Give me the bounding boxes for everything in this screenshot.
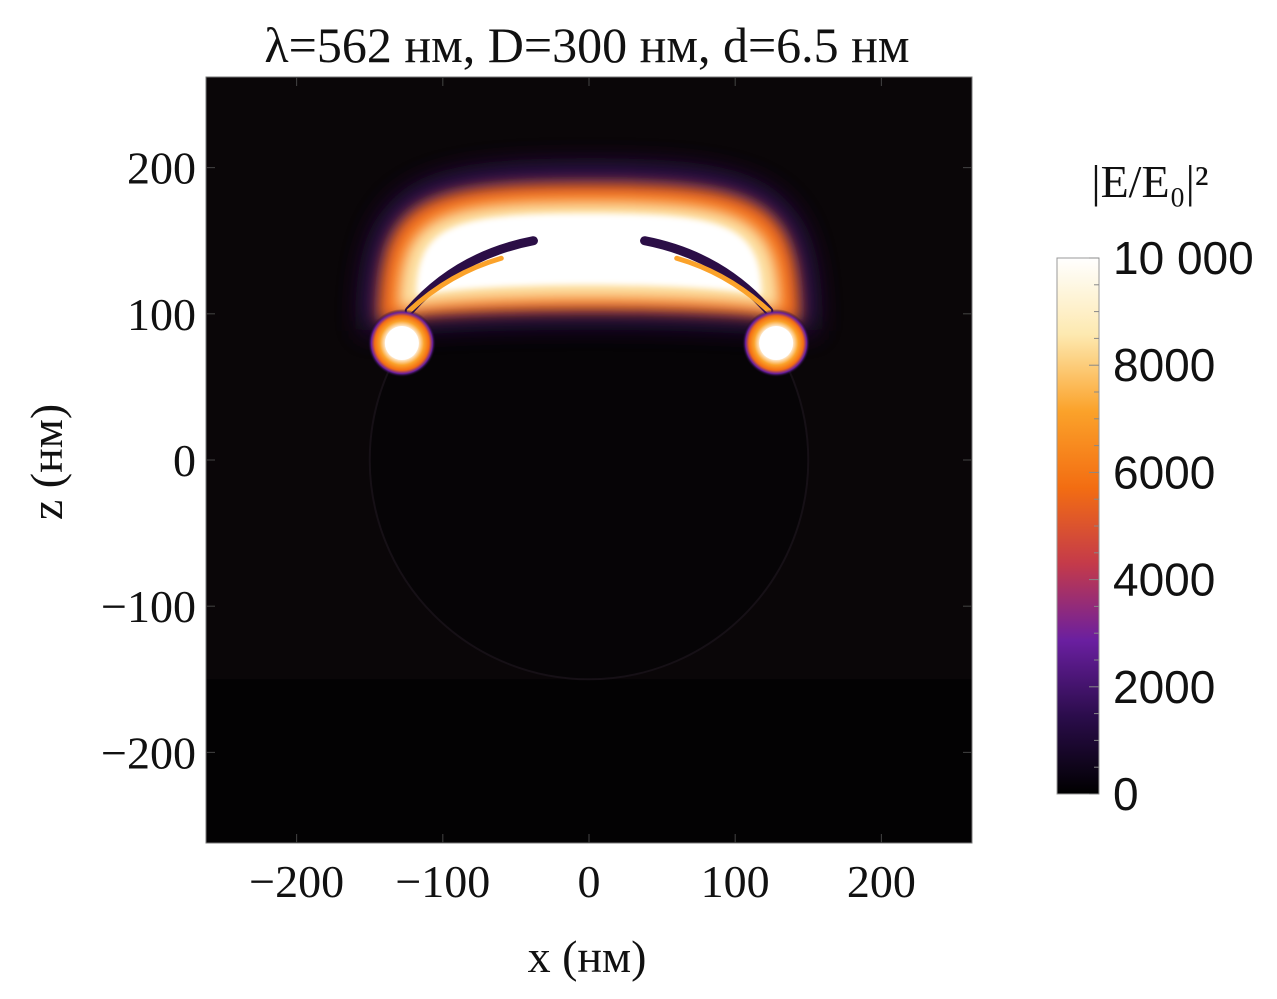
- chart-title: λ=562 нм, D=300 нм, d=6.5 нм: [264, 17, 909, 73]
- substrate-region: [206, 679, 972, 843]
- colorbar-tick-label: 4000: [1113, 554, 1215, 606]
- colorbar-title: |E/E₀|²: [1091, 156, 1208, 207]
- shell-arc-left-glow: [406, 255, 504, 314]
- heatmap-plot-area: [206, 77, 972, 843]
- hotspot-right-core: [759, 326, 794, 361]
- x-tick-label: 200: [847, 856, 916, 907]
- colorbar-tick-label: 8000: [1113, 339, 1215, 391]
- x-tick-label: −100: [395, 856, 490, 907]
- x-axis-label: x (нм): [528, 931, 647, 982]
- white-core: [416, 213, 762, 296]
- colorbar-tick-label: 10 000: [1113, 232, 1254, 284]
- x-tick-label: −200: [249, 856, 344, 907]
- x-tick-label: 100: [701, 856, 770, 907]
- colorbar-tick-label: 2000: [1113, 661, 1215, 713]
- y-tick-label: 200: [127, 143, 196, 194]
- x-axis: −200 −100 0 100 200: [249, 77, 916, 907]
- colorbar-tick-label: 6000: [1113, 446, 1215, 498]
- y-axis-label: z (нм): [21, 404, 72, 520]
- colorbar: [1056, 257, 1100, 795]
- y-axis: 200 100 0 −100 −200: [101, 143, 972, 778]
- hotspot-left-core: [384, 326, 419, 361]
- y-tick-label: 100: [127, 289, 196, 340]
- x-tick-label: 0: [578, 856, 601, 907]
- y-tick-label: −100: [101, 581, 196, 632]
- colorbar-tick-label: 0: [1113, 768, 1139, 820]
- y-tick-label: 0: [173, 435, 196, 486]
- colorbar-ticks: 10 000 8000 6000 4000 2000 0: [1089, 232, 1254, 820]
- field-enhancement-region: [364, 167, 814, 378]
- y-tick-label: −200: [101, 727, 196, 778]
- shell-arc-right-glow: [674, 255, 772, 314]
